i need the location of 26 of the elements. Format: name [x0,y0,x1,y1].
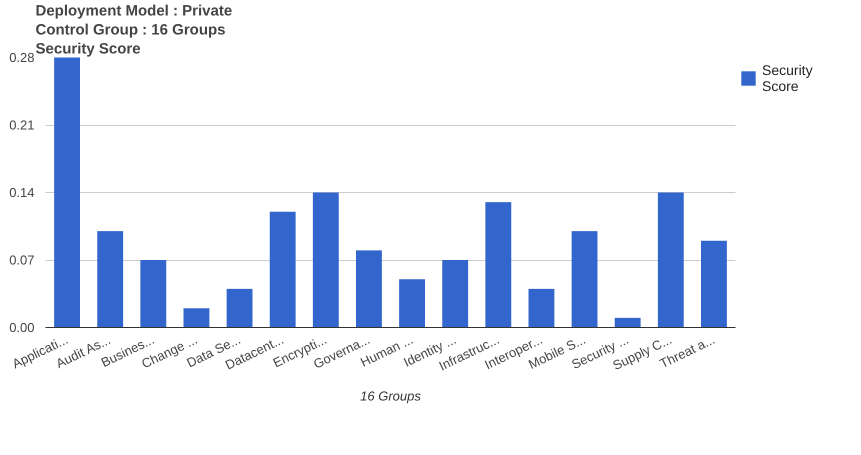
x-axis-title: 16 Groups [360,388,422,404]
y-tick-label: 0.00 [9,320,35,335]
chart-subtitle: Control Group : 16 Groups [36,22,226,38]
y-tick-label: 0.14 [9,185,35,200]
y-tick-label: 0.07 [9,252,35,268]
y-axis-title: Security Score [36,40,141,58]
bar [226,288,252,328]
bar [701,240,727,328]
y-tick-label: 0.28 [9,50,35,65]
legend-label: Security Score [762,61,814,95]
bar [485,202,512,328]
chart-title: Deployment Model : Private [36,2,232,20]
bar [442,260,468,328]
y-tick-label: 0.21 [9,118,35,132]
bar [270,212,296,328]
bar [97,231,124,328]
bar [312,192,339,328]
bar [356,250,382,328]
bar [614,318,641,328]
bar [528,288,554,328]
bar [399,279,425,328]
bar [572,231,598,328]
bar [658,192,684,328]
bar [140,260,166,328]
bar [54,58,80,328]
bar [184,308,210,328]
